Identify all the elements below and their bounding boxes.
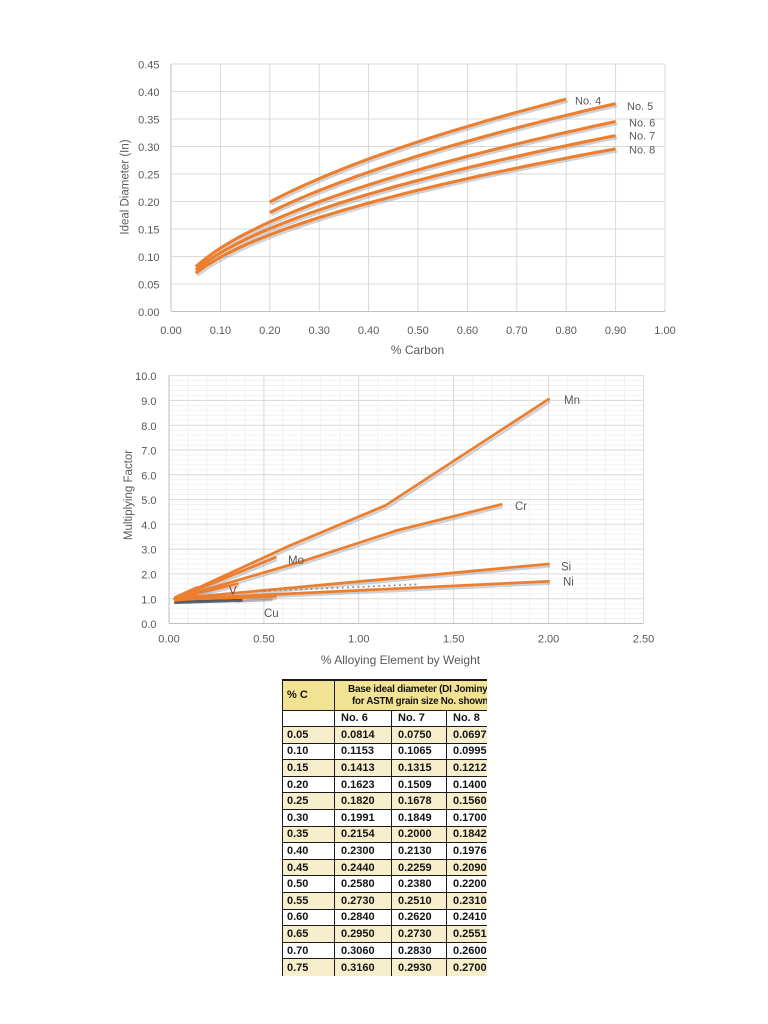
svg-text:0.60: 0.60	[457, 325, 478, 337]
svg-text:0.40: 0.40	[138, 87, 159, 99]
svg-text:0.40: 0.40	[358, 325, 379, 337]
svg-text:% Carbon: % Carbon	[391, 343, 444, 357]
svg-text:Multiplying Factor: Multiplying Factor	[123, 450, 135, 540]
svg-text:Cr: Cr	[515, 501, 527, 513]
svg-text:0.20: 0.20	[259, 325, 280, 337]
svg-text:0.15: 0.15	[138, 225, 159, 237]
svg-text:2.50: 2.50	[633, 634, 654, 646]
svg-text:0.10: 0.10	[210, 325, 231, 337]
svg-text:0.50: 0.50	[407, 325, 428, 337]
svg-text:0.30: 0.30	[138, 142, 159, 154]
svg-text:1.00: 1.00	[654, 325, 675, 337]
svg-text:Cu: Cu	[264, 608, 279, 620]
svg-text:2.00: 2.00	[538, 634, 559, 646]
svg-text:3.0: 3.0	[141, 545, 156, 557]
svg-text:0.00: 0.00	[160, 325, 181, 337]
svg-text:0.00: 0.00	[158, 634, 179, 646]
svg-text:6.0: 6.0	[141, 470, 156, 482]
svg-text:No. 7: No. 7	[629, 131, 655, 143]
svg-text:No. 8: No. 8	[629, 145, 655, 157]
svg-text:Mn: Mn	[564, 395, 580, 407]
svg-text:0.0: 0.0	[141, 619, 156, 631]
svg-text:0.35: 0.35	[138, 115, 159, 127]
svg-text:1.00: 1.00	[348, 634, 369, 646]
svg-text:1.50: 1.50	[443, 634, 464, 646]
svg-text:9.0: 9.0	[141, 396, 156, 408]
svg-text:Ni: Ni	[563, 577, 574, 589]
svg-text:No. 4: No. 4	[575, 96, 601, 108]
svg-text:0.70: 0.70	[506, 325, 527, 337]
svg-text:8.0: 8.0	[141, 421, 156, 433]
svg-text:0.05: 0.05	[138, 280, 159, 292]
svg-text:Si: Si	[561, 562, 571, 574]
svg-text:7.0: 7.0	[141, 446, 156, 458]
svg-text:No. 6: No. 6	[629, 118, 655, 130]
svg-text:% Alloying Element by Weight: % Alloying Element by Weight	[321, 653, 481, 667]
svg-text:0.00: 0.00	[138, 307, 159, 319]
svg-text:10.0: 10.0	[135, 371, 156, 383]
svg-text:V: V	[229, 586, 237, 598]
svg-text:2.0: 2.0	[141, 570, 156, 582]
svg-text:0.90: 0.90	[605, 325, 626, 337]
svg-text:No. 5: No. 5	[627, 101, 653, 113]
svg-text:5.0: 5.0	[141, 495, 156, 507]
svg-text:0.20: 0.20	[138, 197, 159, 209]
svg-text:0.25: 0.25	[138, 170, 159, 182]
svg-text:Mo: Mo	[288, 555, 304, 567]
svg-text:0.10: 0.10	[138, 252, 159, 264]
svg-text:0.45: 0.45	[138, 60, 159, 72]
svg-text:0.80: 0.80	[555, 325, 576, 337]
svg-text:Ideal Diameter (In): Ideal Diameter (In)	[120, 139, 132, 234]
svg-text:0.30: 0.30	[308, 325, 329, 337]
svg-text:1.0: 1.0	[141, 594, 156, 606]
svg-text:0.50: 0.50	[253, 634, 274, 646]
svg-text:4.0: 4.0	[141, 520, 156, 532]
